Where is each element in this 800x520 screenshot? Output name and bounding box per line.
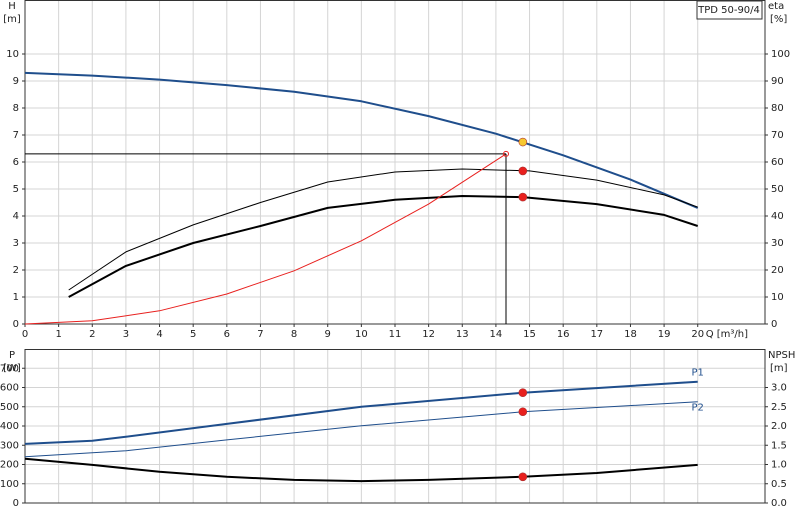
- y-tick-label: 2: [13, 265, 19, 276]
- x-tick-label: 8: [291, 329, 297, 340]
- y-axis-unit: [W]: [3, 363, 21, 374]
- x-tick-label: 3: [123, 329, 129, 340]
- y-tick-label: 8: [13, 103, 19, 114]
- y-tick-label: 200: [0, 460, 19, 471]
- y-tick-label: 5: [13, 184, 19, 195]
- y-axis-label: P: [9, 350, 15, 361]
- x-tick-label: 4: [156, 329, 162, 340]
- y2-axis-label: NPSH: [768, 350, 795, 361]
- y2-tick-label: 0.5: [771, 479, 787, 490]
- operating-point: [518, 407, 528, 417]
- y-tick-label: 700: [0, 363, 19, 374]
- x-tick-label: 0: [22, 329, 28, 340]
- x-tick-label: 17: [590, 329, 603, 340]
- operating-point: [518, 388, 528, 397]
- y-tick-label: 3: [13, 238, 19, 249]
- x-tick-label: 11: [389, 329, 402, 340]
- x-tick-label: 19: [658, 329, 671, 340]
- operating-point: [518, 472, 528, 482]
- x-tick-label: 14: [490, 329, 503, 340]
- y-tick-label: 6: [13, 157, 19, 168]
- series-label: P2: [692, 403, 704, 414]
- y2-tick-label: 50: [771, 184, 784, 195]
- x-tick-label: 1: [55, 329, 61, 340]
- y2-axis-unit: [%]: [770, 14, 787, 25]
- title-box: [696, 0, 763, 20]
- chart-title: TPD 50-90/4: [697, 5, 760, 16]
- y2-axis-label: eta: [768, 1, 784, 12]
- y-tick-label: 7: [13, 130, 19, 141]
- y2-tick-label: 10: [771, 292, 784, 303]
- y-tick-label: 500: [0, 402, 19, 413]
- y2-tick-label: 60: [771, 157, 784, 168]
- x-tick-label: 5: [190, 329, 196, 340]
- x-tick-label: 2: [89, 329, 95, 340]
- y-tick-label: 4: [13, 211, 19, 222]
- operating-point: [518, 166, 528, 176]
- y2-tick-label: 80: [771, 103, 784, 114]
- x-axis-label: Q [m³/h]: [706, 329, 748, 340]
- curve: [68, 168, 698, 291]
- y-tick-label: 10: [6, 49, 19, 60]
- y-tick-label: 300: [0, 440, 19, 451]
- y-tick-label: 0: [13, 319, 19, 330]
- y2-tick-label: 1.5: [771, 440, 787, 451]
- y2-tick-label: 100: [771, 49, 790, 60]
- y-tick-label: 0: [13, 498, 19, 509]
- curve: [24, 71, 699, 209]
- y2-tick-label: 2.0: [771, 421, 787, 432]
- x-tick-label: 16: [557, 329, 570, 340]
- operating-point: [518, 192, 528, 202]
- y-axis-label: H: [8, 1, 16, 12]
- y-tick-label: 9: [13, 76, 19, 87]
- y2-tick-label: 30: [771, 238, 784, 249]
- duty-point: [503, 150, 509, 157]
- y2-tick-label: 40: [771, 211, 784, 222]
- y2-axis-unit: [m]: [770, 363, 788, 374]
- y2-tick-label: 0.0: [771, 498, 787, 509]
- y-axis-unit: [m]: [3, 14, 21, 25]
- x-tick-label: 9: [325, 329, 331, 340]
- x-tick-label: 20: [691, 329, 704, 340]
- y2-tick-label: 20: [771, 265, 784, 276]
- y2-tick-label: 70: [771, 130, 784, 141]
- x-tick-label: 12: [422, 329, 435, 340]
- y-tick-label: 400: [0, 421, 19, 432]
- y2-tick-label: 90: [771, 76, 784, 87]
- x-tick-label: 13: [456, 329, 469, 340]
- curve: [68, 195, 699, 298]
- x-tick-label: 18: [624, 329, 637, 340]
- x-tick-label: 10: [355, 329, 368, 340]
- y-tick-label: 1: [13, 292, 19, 303]
- curve: [24, 457, 698, 483]
- x-tick-label: 7: [257, 329, 263, 340]
- x-tick-label: 15: [523, 329, 536, 340]
- y2-tick-label: 3.0: [771, 383, 787, 394]
- curve: [24, 401, 698, 458]
- x-tick-label: 6: [224, 329, 230, 340]
- operating-point: [518, 137, 528, 147]
- y-tick-label: 600: [0, 383, 19, 394]
- y-tick-label: 100: [0, 479, 19, 490]
- curve: [24, 153, 507, 325]
- series-label: P1: [692, 368, 704, 379]
- y2-tick-label: 1.0: [771, 460, 787, 471]
- y2-tick-label: 2.5: [771, 402, 787, 413]
- y2-tick-label: 0: [771, 319, 777, 330]
